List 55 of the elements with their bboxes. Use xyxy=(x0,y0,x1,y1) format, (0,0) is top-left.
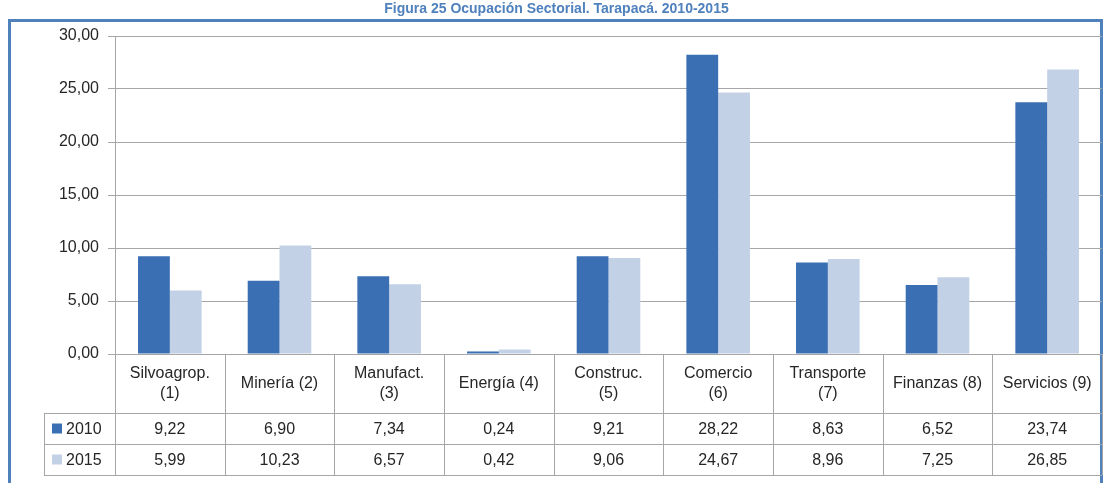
bar xyxy=(247,280,280,354)
x-tick-label: Finanzas (8) xyxy=(893,373,982,391)
legend-label: 2010 xyxy=(66,419,102,437)
chart-title: Figura 25 Ocupación Sectorial. Tarapacá. 2010-2015 xyxy=(383,0,730,16)
data-label: 5,99 xyxy=(154,450,186,468)
x-tick-label: Construc. (5) xyxy=(574,363,643,401)
data-label: 9,21 xyxy=(592,419,625,437)
bar xyxy=(279,245,312,354)
y-tick-label: 20,00 xyxy=(58,132,100,150)
bar xyxy=(796,262,828,354)
data-label: 23,74 xyxy=(1027,419,1068,437)
bar xyxy=(827,259,860,354)
x-tick-label: Manufact. (3) xyxy=(354,363,425,401)
bar xyxy=(389,284,421,354)
bar xyxy=(138,256,170,354)
data-label: 6,57 xyxy=(373,450,405,468)
bar xyxy=(357,276,390,354)
y-tick-label: 30,00 xyxy=(58,26,100,44)
x-tick-label: Silvoagrop. (1) xyxy=(129,363,210,401)
data-label: 8,96 xyxy=(812,450,844,468)
data-label: 26,85 xyxy=(1027,450,1068,468)
y-tick-label: 5,00 xyxy=(67,291,100,309)
bar xyxy=(576,256,609,354)
bar xyxy=(686,54,719,354)
bar xyxy=(937,277,970,354)
y-tick-label: 15,00 xyxy=(58,185,100,203)
x-tick-label: Transporte (7) xyxy=(789,363,867,401)
data-label: 0,24 xyxy=(483,419,515,437)
y-tick-label: 0,00 xyxy=(67,344,100,362)
bar xyxy=(608,257,641,354)
data-label: 6,90 xyxy=(263,419,296,437)
x-tick-label: Minería (2) xyxy=(240,373,319,391)
data-label: 7,25 xyxy=(921,450,954,468)
data-label: 0,42 xyxy=(483,450,515,468)
data-label: 10,23 xyxy=(259,450,300,468)
bar xyxy=(718,92,750,354)
data-label: 9,06 xyxy=(592,450,625,468)
bar xyxy=(169,290,202,354)
data-label: 28,22 xyxy=(698,419,739,437)
bar xyxy=(905,284,938,354)
x-tick-label: Servicios (9) xyxy=(1002,373,1092,391)
y-tick-label: 10,00 xyxy=(58,238,100,256)
data-label: 7,34 xyxy=(373,419,405,437)
x-tick-label: Comercio (6) xyxy=(683,363,753,401)
legend-label: 2015 xyxy=(66,450,102,468)
data-label: 24,67 xyxy=(698,450,739,468)
data-label: 9,22 xyxy=(154,419,186,437)
bar xyxy=(467,351,499,354)
x-tick-label: Energía (4) xyxy=(458,373,539,391)
bar xyxy=(1015,102,1048,354)
bar xyxy=(498,349,531,354)
y-tick-label: 25,00 xyxy=(58,79,100,97)
data-label: 6,52 xyxy=(921,419,954,437)
data-label: 8,63 xyxy=(812,419,844,437)
bar xyxy=(1047,69,1079,354)
